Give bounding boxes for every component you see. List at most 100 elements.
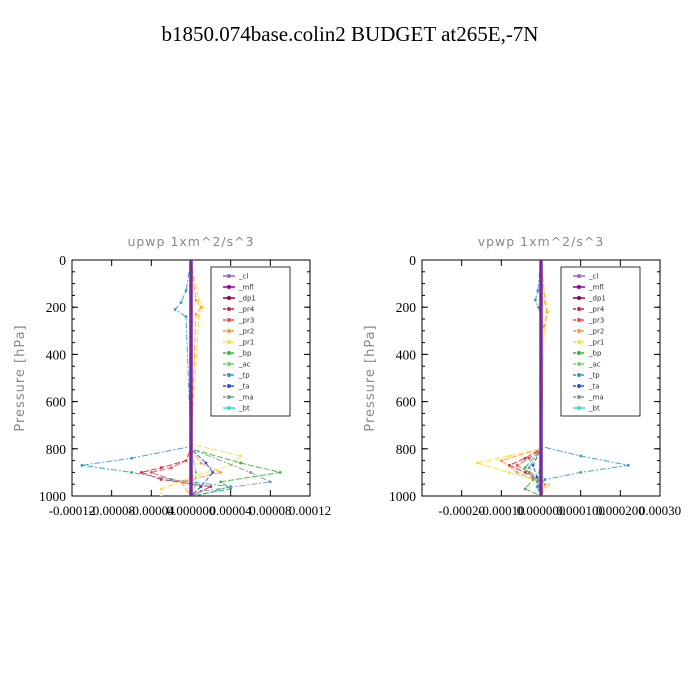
series-point [527,466,531,470]
legend-label: _ac [238,361,251,369]
series-point [194,494,198,496]
series-point [239,454,242,458]
legend-label: _cl [588,273,598,281]
series-point [173,308,177,311]
legend-marker [577,318,581,322]
series-point [197,298,201,302]
legend-marker [577,329,581,333]
series-point [130,456,133,460]
legend-marker [227,285,231,289]
legend-label: _tp [588,372,600,380]
series-point [523,456,527,460]
legend-marker [577,373,581,377]
series-line-tp [81,260,231,496]
series-line-pr4 [139,260,213,496]
legend-label: _bp [588,350,602,358]
legend-marker [227,329,231,333]
y-tick-label: 400 [396,347,417,362]
y-tick-label: 1000 [389,489,416,504]
series-point [527,456,531,460]
legend: _cl _mfl _dp1 _pr4 _pr3 _pr2 _pr1 _bp _ac _tp _ta _… [210,266,291,417]
series-point [184,315,188,319]
series-point [199,485,203,488]
x-tick-label: 0.000200 [596,503,645,518]
legend-label: _mfl [238,284,254,292]
legend-label: _ma [238,394,254,402]
series-point [140,471,143,474]
series-point [249,471,252,474]
series-point [159,494,163,496]
series-point [199,461,203,465]
legend-marker [577,406,581,410]
series-point [204,461,208,465]
legend-label: _pr4 [238,306,255,314]
legend-label: _dp1 [588,295,606,303]
legend-marker [227,274,231,278]
y-tick-label: 600 [396,395,417,410]
series-line-pr1 [160,260,242,496]
legend-marker [577,296,581,300]
series-point [184,459,188,462]
x-tick-label: 0.00004 [210,503,253,518]
series-point [515,463,519,467]
x-tick-label: 0.00030 [639,503,681,518]
legend-marker [227,406,231,410]
series-point [239,461,242,465]
series-point [546,310,550,314]
series-point [199,305,203,309]
y-tick-label: 1000 [39,489,66,504]
panel-title: upwp 1xm^2/s^3 [127,234,254,249]
legend-marker [577,340,581,344]
y-axis-label: Pressure [hPa] [363,324,378,431]
series-point [542,329,546,333]
series-point [194,471,198,474]
legend-marker [577,384,581,388]
series-point [579,454,583,458]
panel-title: vpwp 1xm^2/s^3 [478,234,605,249]
y-tick-label: 400 [46,347,67,362]
series-point [507,454,511,458]
series-line-ta [190,260,214,496]
y-axis-label: Pressure [hPa] [13,324,28,431]
series-point [499,459,503,462]
legend-label: _ma [588,394,604,402]
legend-marker [577,274,581,278]
legend-marker [227,384,231,388]
series-group [80,260,282,496]
series-point [531,463,535,467]
y-tick-label: 800 [46,442,67,457]
legend-label: _dp1 [238,295,256,303]
series-point [523,466,527,470]
series-point [535,480,539,484]
legend-marker [227,362,231,366]
series-point [534,298,537,302]
legend-label: _bp [238,350,252,358]
chart-panel-1: upwp 1xm^2/s^3 Pressure [hPa] 0 200 400 600 80… [13,234,331,518]
series-group [475,260,630,496]
legend-label: _pr1 [238,339,254,347]
legend-marker [577,285,581,289]
legend-marker [577,362,581,366]
legend-marker [227,318,231,322]
series-point [535,475,539,479]
legend-label: _pr3 [238,317,254,325]
series-point [130,471,133,474]
legend-marker [227,373,231,377]
series-point [169,478,173,481]
series-point [543,478,547,481]
series-point [179,301,183,304]
legend-marker [227,395,231,399]
series-line-pr1 [475,260,550,496]
series-point [543,482,547,486]
y-tick-label: 200 [46,300,67,315]
legend-label: _pr1 [588,339,604,347]
series-line-bp [524,260,542,496]
legend-marker [227,340,231,344]
series-point [229,487,233,491]
chart-panel-2: vpwp 1xm^2/s^3 Pressure [hPa] 0 200 400 600 80… [363,234,681,518]
series-point [268,480,272,484]
x-tick-label: 0.000000 [167,503,216,518]
legend-label: _pr2 [238,328,254,336]
series-point [626,463,630,467]
series-point [159,487,163,491]
